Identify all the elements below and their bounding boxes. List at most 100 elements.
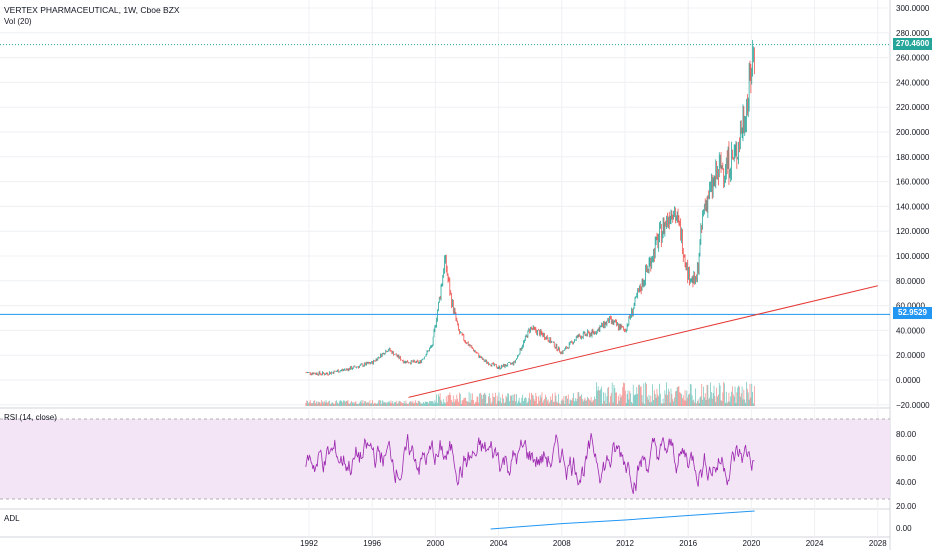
volume-bar	[582, 401, 584, 406]
volume-bar	[610, 396, 611, 406]
volume-bar	[641, 395, 643, 406]
volume-bar	[409, 402, 410, 406]
volume-bar	[562, 400, 564, 406]
volume-bar	[721, 401, 723, 406]
volume-bar	[537, 403, 538, 406]
trend-line[interactable]	[408, 285, 878, 398]
volume-bar	[717, 394, 719, 406]
volume-bar	[526, 403, 528, 406]
volume-bar	[620, 397, 622, 406]
volume-bar	[467, 401, 469, 406]
volume-bar	[355, 401, 357, 406]
volume-bar	[493, 396, 495, 406]
volume-bar	[567, 394, 569, 406]
volume-bar	[563, 395, 565, 406]
volume-bar	[542, 402, 544, 406]
rsi-indicator-label[interactable]: RSI (14, close)	[4, 413, 57, 422]
volume-bar	[646, 396, 648, 406]
volume-bar	[547, 399, 549, 406]
volume-bar	[747, 392, 749, 406]
volume-bar	[638, 384, 639, 406]
volume-bar	[418, 400, 420, 406]
x-tick-label: 2028	[869, 539, 887, 548]
volume-bar	[330, 403, 332, 406]
volume-bar	[445, 403, 446, 406]
volume-bar	[421, 403, 423, 406]
volume-bar	[379, 400, 380, 406]
volume-bar	[345, 400, 347, 406]
rsi-tick-label: 20.00	[896, 502, 917, 511]
volume-bar	[515, 401, 517, 406]
volume-bar	[686, 390, 688, 406]
volume-bar	[469, 402, 471, 406]
y-tick-label: 260.0000	[896, 54, 930, 63]
volume-bar	[675, 390, 677, 406]
volume-bar	[688, 394, 689, 406]
volume-bar	[693, 399, 695, 406]
y-tick-label: 280.0000	[896, 29, 930, 38]
volume-bar	[453, 402, 455, 406]
volume-bar	[525, 397, 527, 406]
volume-bar	[309, 400, 311, 406]
volume-bar	[523, 401, 524, 406]
volume-bar	[420, 403, 422, 406]
volume-bar	[326, 402, 328, 406]
volume-bar	[328, 401, 330, 406]
volume-bar	[657, 394, 659, 406]
volume-bar	[708, 399, 710, 406]
volume-bar	[464, 398, 466, 406]
volume-bar	[457, 398, 459, 406]
volume-bar	[396, 403, 398, 406]
volume-bar	[362, 400, 364, 406]
volume-bar	[339, 400, 341, 406]
volume-bar	[440, 399, 442, 406]
volume-bar	[324, 402, 326, 406]
volume-bar	[597, 386, 599, 406]
volume-bar	[559, 403, 560, 406]
volume-bar	[743, 389, 745, 406]
volume-bar	[583, 399, 585, 406]
volume-bar	[380, 400, 381, 406]
volume-bar	[541, 392, 543, 406]
volume-bar	[622, 386, 624, 406]
volume-bar	[613, 384, 615, 406]
volume-bar	[634, 394, 636, 406]
volume-bar	[348, 403, 350, 406]
volume-bar	[748, 399, 750, 406]
y-tick-label: 180.0000	[896, 153, 930, 162]
volume-bar	[358, 403, 359, 406]
volume-bar	[590, 396, 592, 406]
volume-bar	[429, 400, 431, 406]
volume-bar	[397, 403, 399, 406]
volume-bar	[500, 397, 502, 406]
volume-bar	[619, 393, 621, 406]
volume-bar	[502, 398, 504, 406]
volume-bar	[470, 393, 472, 406]
volume-bar	[532, 395, 534, 406]
volume-bar	[441, 401, 443, 406]
volume-bar	[346, 401, 348, 406]
volume-bar	[584, 397, 586, 406]
volume-bar	[725, 391, 727, 406]
volume-bar	[736, 392, 738, 406]
volume-bar	[609, 402, 610, 406]
volume-bar	[682, 395, 684, 406]
volume-bar	[696, 400, 698, 406]
volume-bar	[726, 403, 728, 406]
volume-bar	[594, 396, 596, 406]
volume-bar	[385, 402, 387, 406]
rsi-line	[305, 433, 755, 495]
volume-bar	[350, 402, 352, 406]
volume-bar	[456, 394, 458, 406]
volume-bar	[654, 393, 656, 406]
volume-indicator-label[interactable]: Vol (20)	[4, 17, 32, 26]
volume-bar	[672, 399, 674, 406]
volume-bar	[341, 401, 343, 406]
volume-bar	[509, 401, 510, 406]
volume-bar	[312, 403, 314, 406]
adl-indicator-label[interactable]: ADL	[4, 514, 20, 523]
volume-bar	[388, 401, 390, 406]
volume-bar	[676, 387, 678, 406]
